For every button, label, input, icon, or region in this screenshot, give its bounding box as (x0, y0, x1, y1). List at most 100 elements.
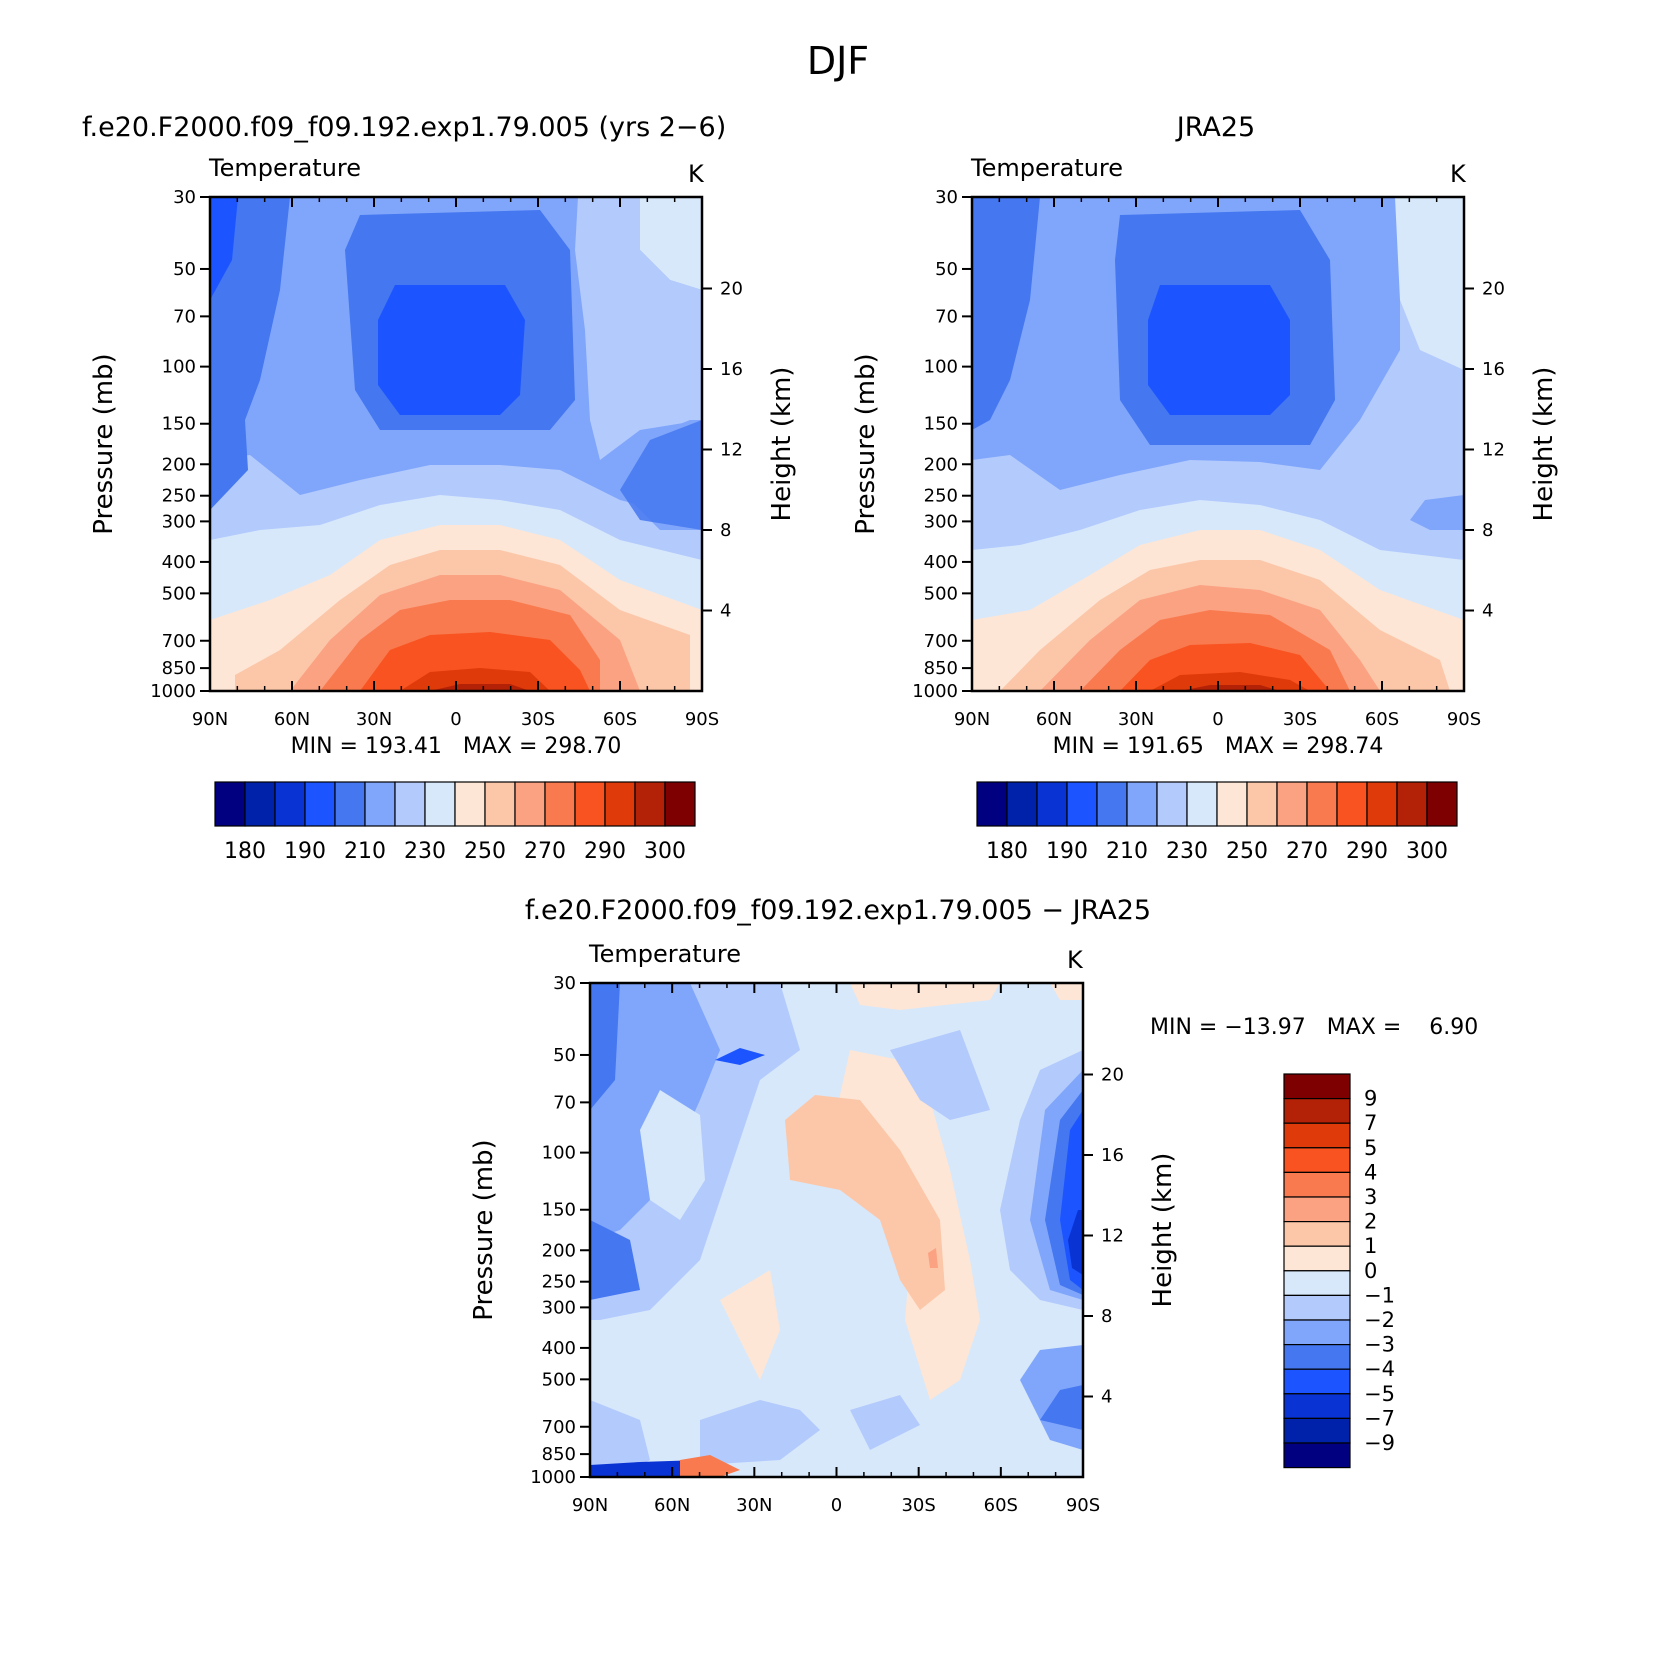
colorbar-label: 7 (1364, 1111, 1377, 1135)
lat-tick-label: 60N (274, 709, 310, 730)
colorbar-swatch (1283, 1245, 1351, 1272)
height-tick-label: 4 (1101, 1386, 1112, 1407)
pressure-tick-label: 100 (542, 1143, 576, 1164)
colorbar-label: 2 (1364, 1210, 1377, 1234)
pressure-tick-label: 200 (162, 454, 196, 475)
lat-tick-label: 0 (450, 709, 461, 730)
lat-tick-label: 30S (1283, 709, 1317, 730)
colorbar-label: 180 (986, 839, 1028, 864)
height-tick-label: 12 (1482, 439, 1505, 460)
lat-tick-label: 90S (1447, 709, 1481, 730)
colorbar-swatch (1216, 781, 1248, 827)
height-axis-label: Height (km) (1148, 1153, 1178, 1308)
colorbar-swatch (1186, 781, 1218, 827)
pressure-tick-label: 150 (162, 414, 196, 435)
panel-obs: JRA25 Temperature K 30507010015020025030… (851, 112, 1559, 864)
colorbar-label: 5 (1364, 1136, 1377, 1160)
lat-tick-label: 60S (984, 1495, 1018, 1516)
panel-diff-stats: MIN = −13.97 MAX = 6.90 (1150, 1015, 1478, 1040)
pressure-tick-label: 300 (162, 511, 196, 532)
colorbar-swatch (1283, 1442, 1351, 1469)
colorbar-label: 190 (284, 839, 326, 864)
pressure-tick-label: 30 (173, 187, 196, 208)
colorbar-swatch (1283, 1220, 1351, 1247)
colorbar-swatch (634, 781, 666, 827)
colorbar-swatch (1426, 781, 1458, 827)
colorbar-swatch (1006, 781, 1038, 827)
colorbar-swatch (454, 781, 486, 827)
pressure-tick-label: 850 (542, 1444, 576, 1465)
colorbar-label: 210 (1106, 839, 1148, 864)
pressure-tick-label: 30 (553, 973, 576, 994)
colorbar-swatch (1283, 1270, 1351, 1297)
pressure-tick-label: 70 (935, 306, 958, 327)
pressure-tick-label: 250 (924, 486, 958, 507)
panel-diff-contours (590, 983, 1083, 1477)
pressure-tick-label: 700 (924, 631, 958, 652)
lat-tick-label: 30N (736, 1495, 772, 1516)
colorbar-label: −7 (1364, 1406, 1395, 1430)
pressure-tick-label: 500 (162, 583, 196, 604)
lat-tick-label: 30S (521, 709, 555, 730)
colorbar-swatch (1396, 781, 1428, 827)
colorbar-label: 270 (1286, 839, 1328, 864)
colorbar-label: 230 (1166, 839, 1208, 864)
height-tick-label: 16 (1101, 1145, 1124, 1166)
pressure-tick-label: 850 (162, 658, 196, 679)
colorbar-swatch (424, 781, 456, 827)
colorbar-swatch (1156, 781, 1188, 827)
lat-tick-label: 90N (572, 1495, 608, 1516)
panel-model-units: K (688, 160, 705, 188)
colorbar-swatch (1096, 781, 1128, 827)
colorbar-label: 1 (1364, 1234, 1377, 1258)
pressure-tick-label: 50 (173, 259, 196, 280)
colorbar-label: −3 (1364, 1333, 1395, 1357)
colorbar-swatch (394, 781, 426, 827)
colorbar-swatch (274, 781, 306, 827)
pressure-tick-label: 150 (542, 1200, 576, 1221)
colorbar-label: 270 (524, 839, 566, 864)
colorbar-label: −5 (1364, 1382, 1395, 1406)
colorbar-label: 250 (1226, 839, 1268, 864)
lat-tick-label: 0 (831, 1495, 842, 1516)
panel-obs-contours (972, 197, 1464, 691)
lat-tick-label: 90S (685, 709, 719, 730)
colorbar-label: 210 (344, 839, 386, 864)
colorbar-label: −9 (1364, 1431, 1395, 1455)
colorbar-swatch (1283, 1393, 1351, 1420)
panel-obs-units: K (1450, 160, 1467, 188)
colorbar-label: 230 (404, 839, 446, 864)
colorbar-swatch (1283, 1368, 1351, 1395)
height-tick-label: 12 (720, 439, 743, 460)
pressure-tick-label: 1000 (150, 681, 196, 702)
height-tick-label: 20 (1101, 1064, 1124, 1085)
lat-tick-label: 30N (356, 709, 392, 730)
colorbar-label: 4 (1364, 1160, 1377, 1184)
colorbar-swatch (1336, 781, 1368, 827)
pressure-tick-label: 250 (542, 1272, 576, 1293)
lat-tick-label: 90N (192, 709, 228, 730)
colorbar-swatch (1276, 781, 1308, 827)
colorbar-swatch (1126, 781, 1158, 827)
lat-tick-label: 60S (1365, 709, 1399, 730)
panel-model-colorbar: 180 190 210 230 250 270 290 300 (214, 781, 696, 864)
page-title: DJF (807, 39, 869, 83)
lat-tick-label: 30N (1118, 709, 1154, 730)
colorbar-label: −1 (1364, 1283, 1395, 1307)
pressure-tick-label: 50 (935, 259, 958, 280)
panel-model-stats: MIN = 193.41 MAX = 298.70 (291, 734, 622, 759)
pressure-tick-label: 400 (924, 552, 958, 573)
height-tick-label: 12 (1101, 1225, 1124, 1246)
pressure-tick-label: 700 (162, 631, 196, 652)
colorbar-swatch (604, 781, 636, 827)
pressure-tick-label: 200 (924, 454, 958, 475)
colorbar-swatch (1283, 1343, 1351, 1370)
colorbar-label: 250 (464, 839, 506, 864)
colorbar-label: 0 (1364, 1259, 1377, 1283)
pressure-axis-label: Pressure (mb) (469, 1139, 499, 1320)
colorbar-swatch (1283, 1319, 1351, 1346)
height-tick-label: 8 (1482, 520, 1493, 541)
lat-tick-label: 30S (901, 1495, 935, 1516)
height-tick-label: 4 (720, 600, 731, 621)
